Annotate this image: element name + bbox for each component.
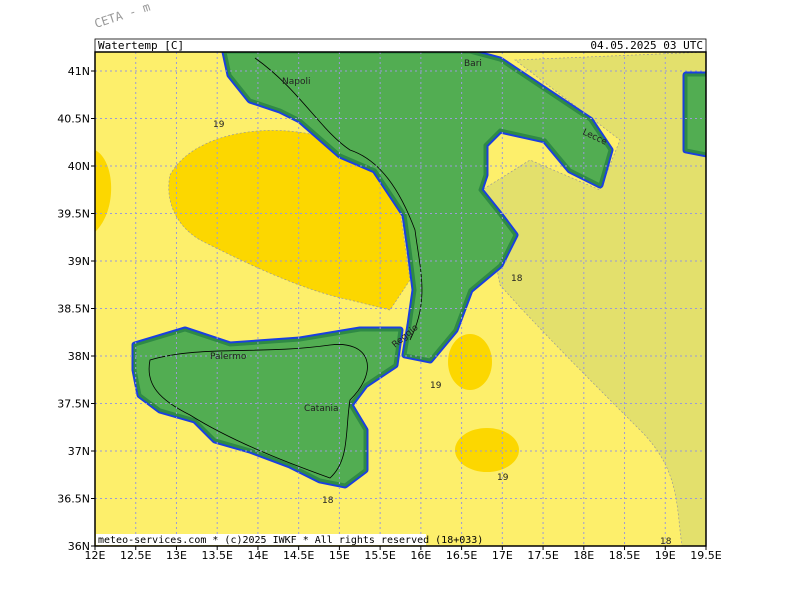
lon-label: 16E <box>410 549 431 562</box>
lon-label: 18.5E <box>609 549 640 562</box>
lon-label: 14E <box>247 549 268 562</box>
lon-label: 16.5E <box>446 549 477 562</box>
temp-zone-18 <box>481 52 706 546</box>
lon-label: 13.5E <box>201 549 232 562</box>
lat-label: 37N <box>68 445 90 458</box>
lon-label: 12E <box>85 549 106 562</box>
footer-bg <box>96 534 426 545</box>
lat-label: 36.5N <box>57 493 90 506</box>
place-label: Palermo <box>210 352 247 362</box>
land <box>684 73 706 156</box>
contour-label: 18 <box>660 537 672 547</box>
lon-label: 15E <box>329 549 350 562</box>
coastline <box>148 344 368 479</box>
contour-label: 18 <box>511 274 523 284</box>
lat-label: 40N <box>68 160 90 173</box>
lat-label: 39N <box>68 255 90 268</box>
map-frame <box>94 51 707 547</box>
lon-label: 13E <box>166 549 187 562</box>
lon-label: 17.5E <box>527 549 558 562</box>
lon-label: 15.5E <box>364 549 395 562</box>
map-title: Watertemp [C] <box>98 39 184 52</box>
lat-label: 36N <box>68 540 90 553</box>
temp-zone-19 <box>168 130 411 311</box>
corner-text: CETA - m <box>93 0 152 31</box>
temp-zone-19 <box>95 150 112 232</box>
contour-label: 19 <box>497 473 509 483</box>
place-label: Napoli <box>282 77 310 87</box>
contour-label: 19 <box>213 120 225 130</box>
contour-label: 19 <box>430 381 442 391</box>
map-area <box>95 52 706 546</box>
land <box>223 52 612 362</box>
lon-label: 19.5E <box>690 549 721 562</box>
lon-label: 17E <box>492 549 513 562</box>
lat-label: 40.5N <box>57 113 90 126</box>
valid-time: 04.05.2025 03 UTC <box>590 39 703 52</box>
place-label: Bari <box>464 59 482 69</box>
coastline <box>254 57 423 341</box>
contour-label: 18 <box>322 496 334 506</box>
lat-label: 37.5N <box>57 398 90 411</box>
lon-label: 12.5E <box>120 549 151 562</box>
lat-label: 38.5N <box>57 303 90 316</box>
copyright: meteo-services.com * (c)2025 IWKF * All … <box>98 535 483 546</box>
lat-label: 38N <box>68 350 90 363</box>
temp-zone-19 <box>455 428 519 472</box>
lat-label: 39.5N <box>57 208 90 221</box>
lon-label: 19E <box>655 549 676 562</box>
land <box>133 328 402 487</box>
temp-zone-19 <box>448 334 492 390</box>
lon-label: 14.5E <box>283 549 314 562</box>
lat-label: 41N <box>68 65 90 78</box>
place-label: Catania <box>304 404 339 414</box>
lon-label: 18E <box>573 549 594 562</box>
